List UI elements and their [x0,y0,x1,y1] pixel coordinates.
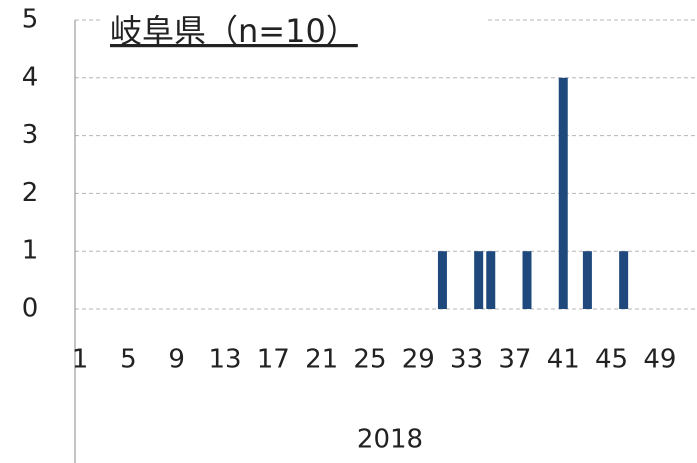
bar [582,251,592,309]
bar [486,251,496,309]
x-tick-label: 49 [643,345,676,375]
y-tick-label: 5 [22,5,39,35]
x-tick-label: 45 [595,345,628,375]
x-tick-label: 17 [257,345,290,375]
x-tick-label: 13 [208,345,241,375]
y-tick-label: 1 [22,236,39,266]
x-tick-label: 9 [168,345,185,375]
x-tick-label: 41 [547,345,580,375]
x-tick-label: 21 [305,345,338,375]
x-tick-label: 5 [120,345,137,375]
x-axis-label: 2018 [357,425,423,455]
y-tick-label: 0 [22,294,39,324]
y-tick-label: 3 [22,120,39,150]
title-background [100,2,485,60]
bar [522,251,532,309]
x-tick-label: 1 [72,345,89,375]
x-tick-label: 33 [450,345,483,375]
x-tick-label: 29 [402,345,435,375]
bar [437,251,447,309]
y-tick-label: 4 [22,62,39,92]
bar [619,251,629,309]
chart-title: 岐阜県（n=10） [110,12,358,50]
y-tick-label: 2 [22,178,39,208]
x-tick-label: 25 [353,345,386,375]
bar [474,251,484,309]
bar [558,77,568,309]
x-tick-label: 37 [498,345,531,375]
